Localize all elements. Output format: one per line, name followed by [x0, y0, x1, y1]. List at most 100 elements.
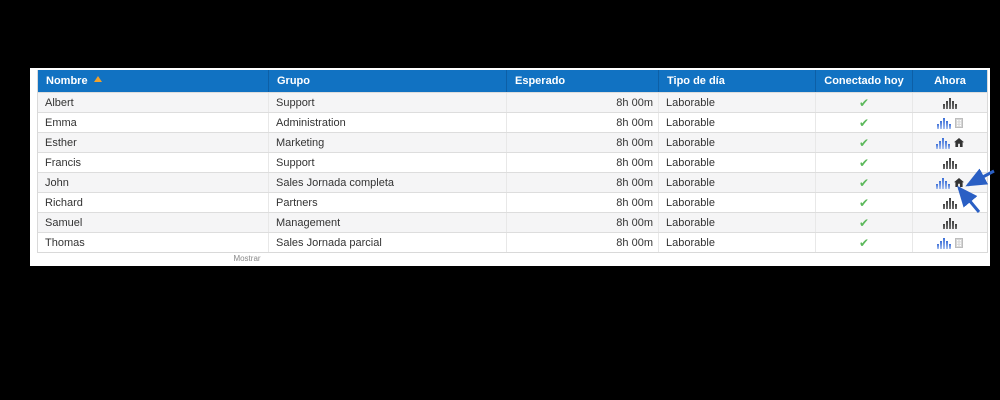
cell-tipo_de_dia: Laborable	[658, 93, 815, 112]
cell-text: Marketing	[276, 136, 325, 149]
cell-tipo_de_dia: Laborable	[658, 133, 815, 152]
sort-asc-icon[interactable]	[93, 76, 102, 82]
cell-text: Esther	[45, 136, 77, 149]
table-row-emma[interactable]: Emma Administration 8h 00m Laborable ✔	[38, 112, 987, 132]
activity-bars-blue-icon[interactable]	[936, 137, 951, 149]
cell-grupo: Marketing	[268, 133, 506, 152]
cell-tipo_de_dia: Laborable	[658, 153, 815, 172]
column-header-grupo[interactable]: Grupo	[268, 70, 506, 92]
cell-text: Laborable	[666, 96, 715, 109]
cell-tipo_de_dia: Laborable	[658, 173, 815, 192]
cell-text: Laborable	[666, 216, 715, 229]
cell-ahora	[912, 153, 987, 172]
cell-nombre: Albert	[38, 93, 268, 112]
cell-text: Laborable	[666, 116, 715, 129]
cell-esperado: 8h 00m	[506, 193, 658, 212]
column-header-ahora[interactable]: Ahora	[912, 70, 987, 92]
office-building-icon[interactable]	[955, 117, 963, 128]
column-header-tipo_de_dia[interactable]: Tipo de día	[658, 70, 815, 92]
cell-text: Laborable	[666, 236, 715, 249]
cell-text: Sales Jornada completa	[276, 176, 395, 189]
cell-text: Partners	[276, 196, 318, 209]
cell-ahora	[912, 213, 987, 232]
cell-text: Laborable	[666, 176, 715, 189]
cell-grupo: Partners	[268, 193, 506, 212]
activity-bars-dark-icon[interactable]	[942, 97, 958, 109]
cell-esperado: 8h 00m	[506, 93, 658, 112]
cell-nombre: Esther	[38, 133, 268, 152]
cell-conectado-hoy: ✔	[815, 193, 912, 212]
cell-ahora	[912, 93, 987, 112]
cell-text: Francis	[45, 156, 82, 169]
cell-nombre: John	[38, 173, 268, 192]
column-header-nombre[interactable]: Nombre	[38, 70, 268, 92]
cell-nombre: Samuel	[38, 213, 268, 232]
activity-bars-dark-icon[interactable]	[942, 217, 958, 229]
cell-text: 8h 00m	[616, 156, 653, 169]
column-header-label: Esperado	[515, 75, 566, 87]
cell-esperado: 8h 00m	[506, 173, 658, 192]
connected-check-icon: ✔	[858, 175, 870, 190]
cell-text: Laborable	[666, 196, 715, 209]
cell-grupo: Support	[268, 93, 506, 112]
connected-check-icon: ✔	[858, 95, 870, 110]
app-viewport: Nombre Grupo Esperado Tipo de día Conectado …	[30, 68, 990, 266]
cell-text: Support	[276, 156, 315, 169]
office-building-icon[interactable]	[955, 237, 963, 248]
table-row-john[interactable]: John Sales Jornada completa 8h 00m Laborabl…	[38, 172, 987, 192]
connected-check-icon: ✔	[858, 195, 870, 210]
cell-text: 8h 00m	[616, 96, 653, 109]
cell-text: Laborable	[666, 136, 715, 149]
cell-text: 8h 00m	[616, 136, 653, 149]
activity-bars-blue-icon[interactable]	[936, 177, 951, 189]
cell-grupo: Management	[268, 213, 506, 232]
table-row-richard[interactable]: Richard Partners 8h 00m Laborable ✔	[38, 192, 987, 212]
home-icon[interactable]	[954, 138, 964, 147]
table-body: Albert Support 8h 00m Laborable ✔ Emma Adminis…	[38, 92, 987, 252]
table-row-albert[interactable]: Albert Support 8h 00m Laborable ✔	[38, 92, 987, 112]
arrow-up-left-icon	[957, 185, 981, 213]
column-header-conectado_hoy[interactable]: Conectado hoy	[815, 70, 912, 92]
cell-text: Samuel	[45, 216, 83, 229]
cell-text: Emma	[45, 116, 77, 129]
table-row-samuel[interactable]: Samuel Management 8h 00m Laborable ✔	[38, 212, 987, 232]
column-header-label: Grupo	[277, 75, 310, 87]
cell-grupo: Support	[268, 153, 506, 172]
cell-text: Support	[276, 96, 315, 109]
column-header-esperado[interactable]: Esperado	[506, 70, 658, 92]
connected-check-icon: ✔	[858, 135, 870, 150]
cell-text: 8h 00m	[616, 176, 653, 189]
column-header-label: Tipo de día	[667, 75, 725, 87]
table-row-thomas[interactable]: Thomas Sales Jornada parcial 8h 00m Laborab…	[38, 232, 987, 252]
cell-text: 8h 00m	[616, 116, 653, 129]
home-icon[interactable]	[954, 178, 964, 187]
table-row-francis[interactable]: Francis Support 8h 00m Laborable ✔	[38, 152, 987, 172]
cell-tipo_de_dia: Laborable	[658, 233, 815, 252]
cell-nombre: Francis	[38, 153, 268, 172]
activity-bars-blue-icon[interactable]	[937, 237, 952, 249]
activity-bars-blue-icon[interactable]	[937, 117, 952, 129]
connected-check-icon: ✔	[858, 115, 870, 130]
cell-tipo_de_dia: Laborable	[658, 213, 815, 232]
cell-esperado: 8h 00m	[506, 233, 658, 252]
cell-text: Management	[276, 216, 341, 229]
activity-bars-dark-icon[interactable]	[942, 157, 958, 169]
cell-conectado-hoy: ✔	[815, 113, 912, 132]
cell-text: Albert	[45, 96, 74, 109]
table-row-esther[interactable]: Esther Marketing 8h 00m Laborable ✔	[38, 132, 987, 152]
cell-esperado: 8h 00m	[506, 213, 658, 232]
employees-presence-table: Nombre Grupo Esperado Tipo de día Conectado …	[37, 70, 988, 253]
cell-tipo_de_dia: Laborable	[658, 193, 815, 212]
arrow-left-down-icon	[965, 168, 995, 187]
cell-conectado-hoy: ✔	[815, 173, 912, 192]
activity-bars-dark-icon[interactable]	[942, 197, 958, 209]
column-header-label: Ahora	[934, 75, 966, 87]
cell-conectado-hoy: ✔	[815, 213, 912, 232]
cell-text: John	[45, 176, 69, 189]
connected-check-icon: ✔	[858, 215, 870, 230]
cell-conectado-hoy: ✔	[815, 93, 912, 112]
cell-conectado-hoy: ✔	[815, 153, 912, 172]
cell-text: Richard	[45, 196, 83, 209]
column-header-label: Conectado hoy	[824, 75, 904, 87]
cell-ahora	[912, 193, 987, 212]
